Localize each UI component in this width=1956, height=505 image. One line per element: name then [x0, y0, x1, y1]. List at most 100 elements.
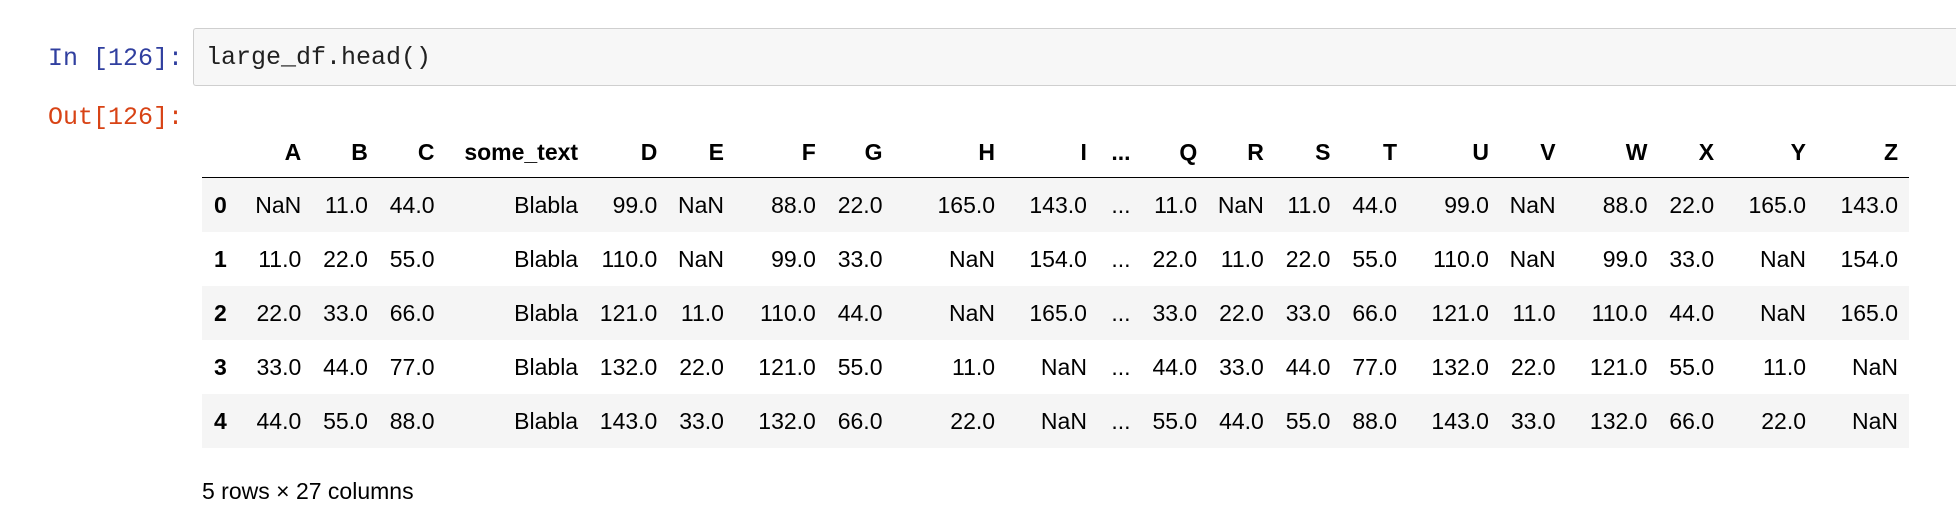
table-cell: Blabla	[514, 191, 579, 218]
table-cell: 55.0	[1152, 407, 1198, 434]
table-cell: 66.0	[837, 407, 883, 434]
table-cell: 110.0	[1433, 245, 1489, 272]
output-prompt: Out[126]:	[47, 103, 183, 132]
table-cell: 22.0	[1761, 407, 1806, 434]
table-cell: 44.0	[1152, 353, 1198, 380]
table-cell: 33.0	[1510, 407, 1556, 434]
table-cell: 88.0	[1602, 191, 1648, 218]
table-cell: 132.0	[599, 353, 658, 380]
column-header: C	[378, 127, 446, 178]
table-cell: 88.0	[389, 407, 435, 434]
column-header: some_text	[445, 127, 590, 178]
table-cell: 22.0	[679, 353, 724, 380]
table-cell: 44.0	[1352, 191, 1398, 218]
table-cell: 66.0	[1352, 299, 1398, 326]
table-cell: NaN	[677, 245, 724, 272]
table-cell: 22.0	[1510, 353, 1556, 380]
table-cell: ...	[1111, 353, 1131, 380]
table-cell: 55.0	[1285, 407, 1331, 434]
row-index: 4	[214, 407, 227, 434]
table-cell: 66.0	[1669, 407, 1715, 434]
table-cell: 33.0	[679, 407, 724, 434]
column-header: A	[245, 127, 313, 178]
table-cell: 22.0	[256, 299, 302, 326]
table-cell: ...	[1111, 299, 1131, 326]
table-cell: NaN	[1759, 299, 1806, 326]
table-cell: 22.0	[1285, 245, 1331, 272]
index-header	[202, 127, 246, 178]
table-cell: 33.0	[1669, 245, 1715, 272]
table-cell: 11.0	[1512, 299, 1556, 326]
column-header: Q	[1141, 127, 1209, 178]
code-cell-input[interactable]: large_df.head()	[193, 28, 1956, 86]
table-cell: NaN	[1851, 407, 1898, 434]
column-header: R	[1208, 127, 1275, 178]
table-cell: 33.0	[323, 299, 368, 326]
table-cell: 44.0	[1219, 407, 1264, 434]
table-cell: 66.0	[389, 299, 435, 326]
row-index: 0	[214, 191, 227, 218]
table-cell: 55.0	[323, 407, 368, 434]
table-cell: 154.0	[1029, 245, 1087, 272]
table-cell: 99.0	[771, 245, 816, 272]
table-cell: 143.0	[1840, 191, 1898, 218]
table-row: 3 33.0 44.0 77.0 Blabla 132.0 22.0 121.0 55.0 11.…	[202, 340, 1909, 394]
column-header: H	[893, 127, 1007, 178]
table-cell: 77.0	[1352, 353, 1398, 380]
table-cell: 132.0	[1431, 353, 1489, 380]
table-cell: 11.0	[258, 245, 302, 272]
table-cell: 88.0	[1352, 407, 1398, 434]
table-cell: 33.0	[256, 353, 302, 380]
table-body: 0 NaN 11.0 44.0 Blabla 99.0 NaN 88.0 22.0 165.0 14…	[202, 177, 1909, 448]
table-cell: 55.0	[389, 245, 435, 272]
table-cell: 11.0	[951, 353, 996, 380]
table-cell: 121.0	[599, 299, 658, 326]
table-cell: 143.0	[1029, 191, 1087, 218]
table-cell: NaN	[1759, 245, 1806, 272]
table-row: 1 11.0 22.0 55.0 Blabla 110.0 NaN 99.0 33.0 NaN 15…	[202, 232, 1909, 286]
table-cell: 165.0	[937, 191, 996, 218]
table-cell: 55.0	[1352, 245, 1398, 272]
table-cell: 99.0	[1444, 191, 1489, 218]
table-cell: ...	[1111, 191, 1131, 218]
table-cell: NaN	[1851, 353, 1898, 380]
table-cell: 22.0	[1152, 245, 1198, 272]
table-cell: 44.0	[1669, 299, 1715, 326]
input-prompt: In [126]:	[47, 44, 183, 73]
table-cell: NaN	[255, 191, 302, 218]
column-header: I	[1006, 127, 1098, 178]
table-cell: ...	[1111, 407, 1131, 434]
table-cell: 132.0	[1589, 407, 1648, 434]
table-cell: 22.0	[950, 407, 996, 434]
table-row: 2 22.0 33.0 66.0 Blabla 121.0 11.0 110.0 44.0 NaN…	[202, 286, 1909, 340]
table-cell: 33.0	[1219, 353, 1264, 380]
table-cell: Blabla	[514, 353, 579, 380]
table-cell: 44.0	[256, 407, 302, 434]
column-header: X	[1658, 127, 1726, 178]
table-cell: 121.0	[1431, 299, 1489, 326]
table-cell: 88.0	[771, 191, 816, 218]
table-cell: Blabla	[514, 299, 579, 326]
table-cell: 143.0	[1431, 407, 1489, 434]
table-cell: NaN	[1040, 407, 1087, 434]
table-cell: 22.0	[323, 245, 368, 272]
table-cell: 99.0	[612, 191, 658, 218]
column-header: G	[826, 127, 894, 178]
table-cell: ...	[1111, 245, 1131, 272]
table-cell: 55.0	[837, 353, 883, 380]
table-cell: 44.0	[837, 299, 883, 326]
column-header: Z	[1817, 127, 1909, 178]
code-text[interactable]: large_df.head()	[206, 43, 432, 72]
table-cell: 44.0	[389, 191, 435, 218]
table-cell: 33.0	[1285, 299, 1331, 326]
dataframe-shape-footer: 5 rows × 27 columns	[202, 478, 414, 504]
column-header: B	[312, 127, 379, 178]
table-cell: 11.0	[1154, 191, 1198, 218]
row-index: 3	[214, 353, 227, 380]
table-cell: 22.0	[1219, 299, 1264, 326]
table-cell: Blabla	[514, 245, 579, 272]
table-cell: 165.0	[1840, 299, 1898, 326]
table-row: 4 44.0 55.0 88.0 Blabla 143.0 33.0 132.0 66.0 22.…	[202, 394, 1909, 448]
